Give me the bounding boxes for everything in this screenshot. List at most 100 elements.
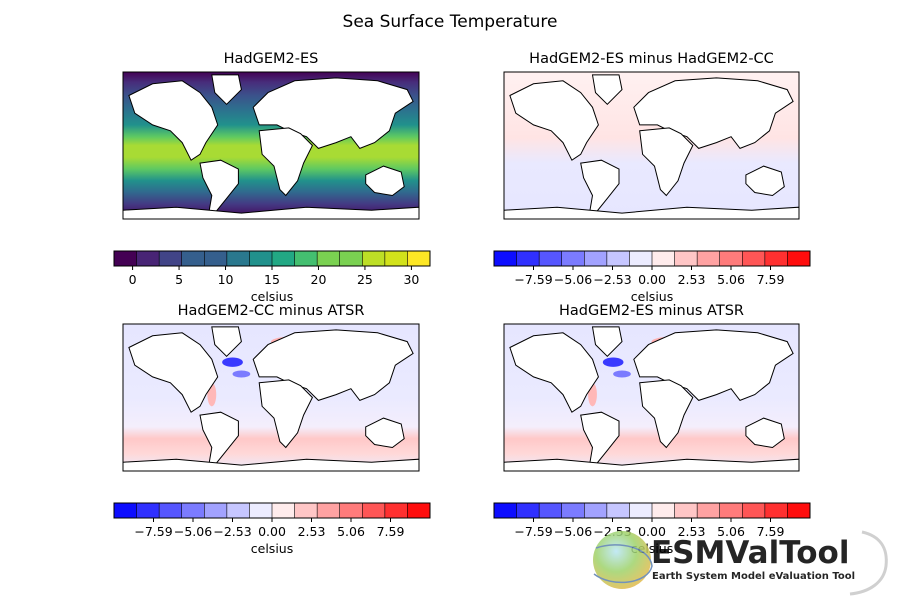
land-mask — [122, 326, 420, 472]
land-mask — [122, 74, 420, 220]
map-panel: HadGEM2-CC minus ATSR −7.59 −5.06 −2.53 0.00… — [113, 303, 431, 556]
colorbar-level — [226, 503, 250, 518]
colorbar-level — [494, 503, 517, 518]
colorbar-level — [272, 503, 295, 518]
colorbar-tick-label: 5 — [175, 272, 183, 287]
colorbar-level — [674, 503, 698, 518]
north-america-landmass — [128, 332, 219, 413]
colorbar-level — [294, 251, 318, 266]
colorbar-level — [584, 503, 608, 518]
colorbar-level — [114, 503, 137, 518]
colorbar-tick-label: 0.00 — [258, 524, 286, 539]
colorbar-tick-label: −7.59 — [514, 272, 552, 287]
colorbar-level — [742, 503, 766, 518]
colorbar-level — [494, 251, 517, 266]
logo-title: ESMValTool — [651, 535, 849, 571]
panel-title: HadGEM2-CC minus ATSR — [178, 303, 365, 319]
colorbar-tick-label: 10 — [218, 272, 234, 287]
logo-swoosh — [849, 530, 888, 596]
figure-title: Sea Surface Temperature — [343, 12, 558, 32]
colorbar-tick-label: 2.53 — [298, 524, 326, 539]
greenland-landmass — [591, 74, 623, 106]
colorbar-tick-label: −2.53 — [213, 524, 251, 539]
colorbar-level — [226, 251, 250, 266]
colorbar-level — [114, 251, 137, 266]
colorbar-tick-label: −7.59 — [514, 524, 552, 539]
colorbar-level — [764, 251, 788, 266]
colorbar-level — [384, 503, 408, 518]
colorbar-tick-label: 5.06 — [717, 524, 745, 539]
colorbar-tick-label: 5.06 — [717, 272, 745, 287]
land-mask — [503, 326, 800, 472]
south-america-landmass — [580, 159, 620, 214]
panel-title: HadGEM2-ES minus ATSR — [559, 303, 744, 319]
colorbar-level — [204, 251, 228, 266]
colorbar-level — [516, 503, 540, 518]
colorbar-tick-label: 7.59 — [757, 272, 785, 287]
logo-subtitle: Earth System Model eValuation Tool — [652, 571, 855, 582]
gulf-stream-cold-anomaly — [222, 357, 243, 367]
colorbar-tick-label: −5.06 — [554, 272, 592, 287]
land-mask — [503, 74, 800, 220]
south-america-landmass — [199, 159, 239, 214]
colorbar: −7.59 −5.06 −2.53 0.00 2.53 5.06 7.59 celsius — [493, 250, 811, 304]
colorbar-tick-label: 30 — [403, 272, 419, 287]
colorbar-level — [159, 251, 183, 266]
gulf-stream-cold-anomaly — [602, 357, 624, 367]
north-america-landmass — [509, 80, 599, 161]
colorbar-level — [317, 503, 341, 518]
colorbar-level — [136, 251, 160, 266]
africa-landmass — [639, 379, 694, 449]
colorbar-tick-label: 25 — [357, 272, 373, 287]
colorbar-level — [629, 503, 653, 518]
colorbar-label: celsius — [631, 289, 673, 304]
map-frame — [503, 323, 800, 472]
colorbar-tick-label: 15 — [264, 272, 280, 287]
map-panel: HadGEM2-ES minus HadGEM2-CC −7.59 −5.06 −2.… — [493, 51, 811, 304]
colorbar-level — [407, 251, 431, 266]
colorbar-level — [362, 503, 386, 518]
colorbar-label: celsius — [251, 289, 293, 304]
north-atlantic-cool-anomaly — [613, 370, 631, 378]
colorbar-label: celsius — [251, 541, 293, 556]
colorbar-level — [249, 251, 273, 266]
globe-orbit — [593, 544, 653, 584]
south-america-landmass — [199, 411, 239, 466]
colorbar-tick-label: 0.00 — [638, 524, 666, 539]
colorbar-level — [629, 251, 653, 266]
north-america-landmass — [128, 80, 219, 161]
colorbar-level — [384, 251, 408, 266]
panel-title: HadGEM2-ES — [224, 51, 319, 67]
panels: HadGEM2-ES0 5 10 15 20 25 30celsiusHadGEM2-ES … — [113, 51, 811, 556]
colorbar-tick-label: −5.06 — [174, 524, 212, 539]
colorbar-level — [606, 251, 630, 266]
colorbar-level — [561, 251, 585, 266]
australia-landmass — [745, 417, 785, 449]
esmvaltool-logo: ESMValTool Earth System Model eValuation… — [593, 530, 888, 596]
north-america-landmass — [509, 332, 599, 413]
panel-title: HadGEM2-ES minus HadGEM2-CC — [529, 51, 774, 67]
map-panel: HadGEM2-ES 0 5 10 15 20 25 30 celsius — [113, 51, 431, 304]
colorbar-level — [272, 251, 295, 266]
colorbar-level — [584, 251, 608, 266]
map-panel: HadGEM2-ES minus ATSR−7.59 −5.06 −2.53 0.00… — [493, 303, 811, 556]
colorbar-level — [787, 503, 811, 518]
colorbar-level — [719, 251, 743, 266]
colorbar-level — [697, 251, 721, 266]
australia-landmass — [745, 165, 785, 197]
colorbar-level — [652, 251, 675, 266]
australia-landmass — [365, 417, 405, 449]
map-frame — [122, 323, 420, 472]
colorbar: −7.59 −5.06 −2.53 0.00 2.53 5.06 7.59 celsius — [113, 502, 431, 556]
africa-landmass — [639, 127, 694, 197]
colorbar-tick-label: −7.59 — [134, 524, 172, 539]
globe-icon — [593, 531, 651, 589]
map-frame — [122, 71, 420, 220]
colorbar-level — [159, 503, 183, 518]
colorbar-level — [317, 251, 341, 266]
colorbar-level — [787, 251, 811, 266]
colorbar-level — [697, 503, 721, 518]
colorbar-level — [249, 503, 273, 518]
africa-landmass — [258, 127, 314, 197]
australia-landmass — [365, 165, 405, 197]
